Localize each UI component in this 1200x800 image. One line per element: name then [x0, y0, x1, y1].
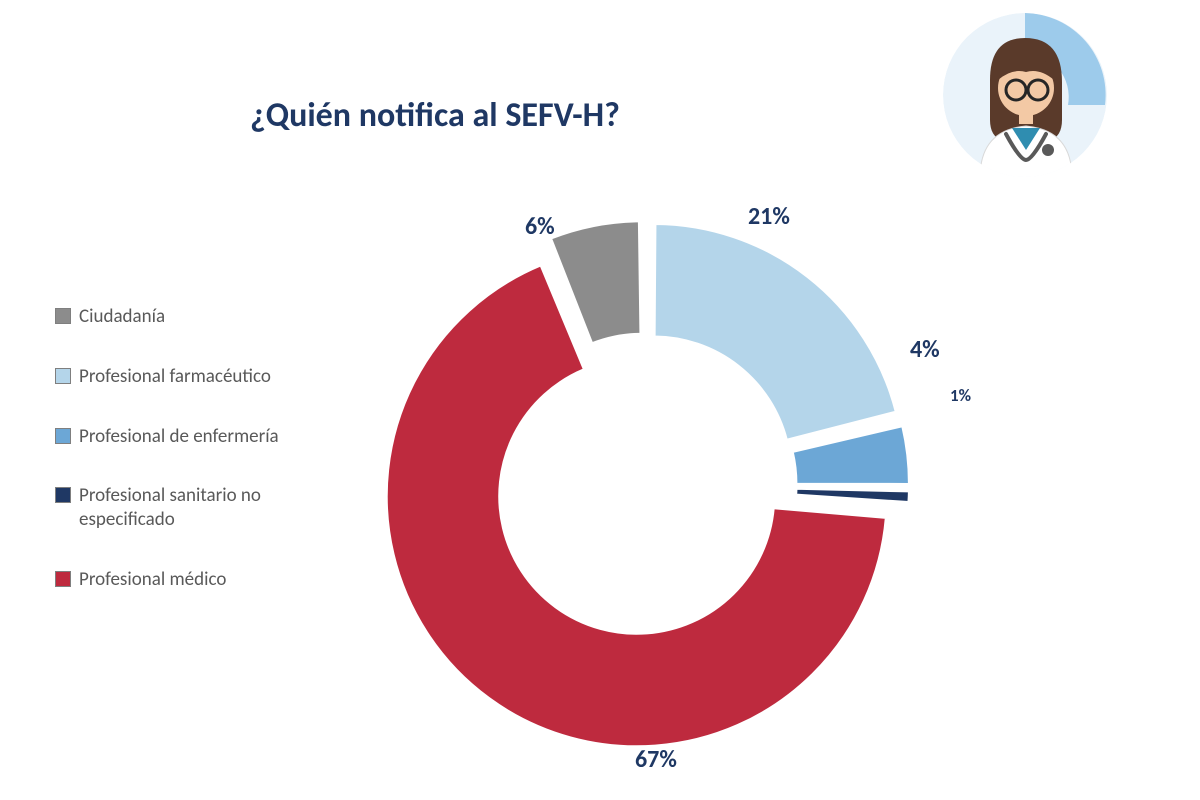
- legend-item: Profesional farmacéutico: [55, 365, 345, 389]
- legend-item: Profesional de enfermería: [55, 425, 345, 449]
- legend-label: Profesional farmacéutico: [79, 365, 271, 389]
- legend-label: Profesional médico: [79, 568, 226, 592]
- legend-swatch-icon: [55, 308, 71, 324]
- legend-item: Profesional médico: [55, 568, 345, 592]
- legend-label: Profesional sanitario no especificado: [79, 484, 345, 532]
- doctor-avatar-icon: [940, 10, 1110, 180]
- donut-slice-farmaceutico: [655, 224, 896, 440]
- page-title: ¿Quién notifica al SEFV-H?: [250, 95, 620, 136]
- pct-label-medico: 67%: [635, 745, 677, 774]
- legend-swatch-icon: [55, 571, 71, 587]
- legend-item: Profesional sanitario no especificado: [55, 484, 345, 532]
- pct-label-sanitario: 1%: [950, 385, 971, 406]
- donut-slice-enfermeria: [793, 426, 909, 484]
- legend-swatch-icon: [55, 487, 71, 503]
- legend-label: Profesional de enfermería: [79, 425, 279, 449]
- pct-label-ciudadania: 6%: [525, 212, 555, 241]
- legend-item: Ciudadanía: [55, 305, 345, 329]
- legend: Ciudadanía Profesional farmacéutico Prof…: [55, 305, 345, 628]
- donut-slice-sanitario: [796, 489, 909, 502]
- donut-chart: 6% 21% 4% 1% 67%: [370, 190, 990, 780]
- legend-swatch-icon: [55, 368, 71, 384]
- pct-label-enfermeria: 4%: [910, 335, 940, 364]
- legend-swatch-icon: [55, 428, 71, 444]
- legend-label: Ciudadanía: [79, 305, 165, 329]
- pct-label-farmaceutico: 21%: [748, 202, 790, 231]
